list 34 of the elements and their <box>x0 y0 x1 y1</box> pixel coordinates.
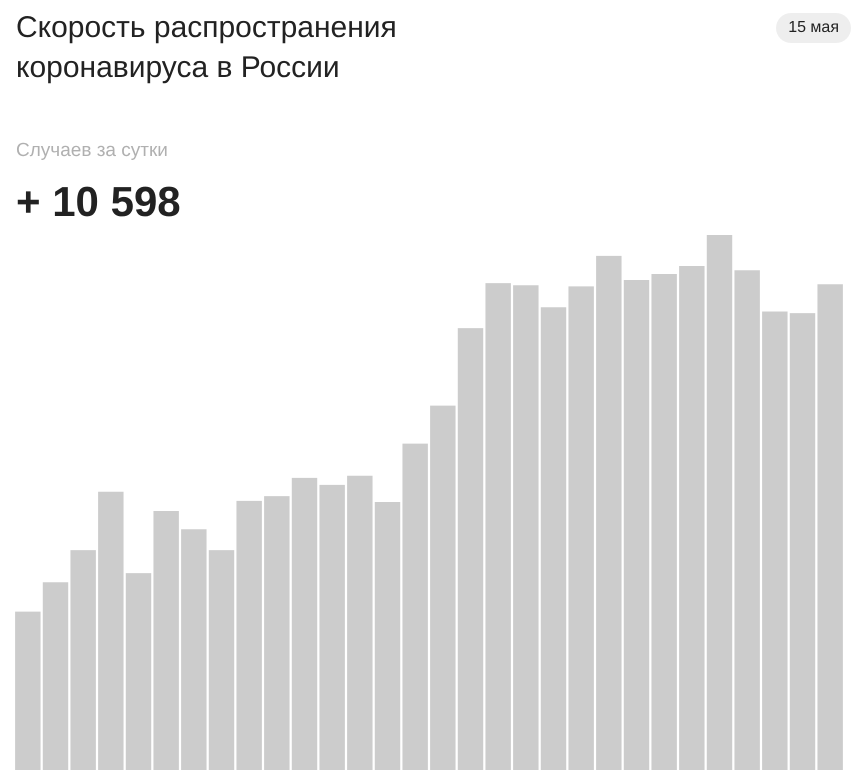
bar <box>70 550 96 770</box>
bar <box>292 478 318 770</box>
bar <box>319 484 345 770</box>
bar <box>596 256 622 770</box>
bar <box>568 286 594 770</box>
bar <box>347 476 373 770</box>
chart-title: Скорость распространения коронавируса в России <box>16 10 398 86</box>
bar <box>790 313 816 770</box>
bar <box>430 406 456 770</box>
bar <box>624 280 650 770</box>
bar <box>402 444 428 770</box>
bar <box>236 500 262 770</box>
bar <box>762 312 788 770</box>
bar <box>485 283 511 770</box>
text: + 10 598 <box>16 178 181 226</box>
bar <box>126 573 152 770</box>
bar <box>15 612 41 770</box>
bar <box>706 235 732 770</box>
bar <box>98 492 124 770</box>
bar <box>374 502 400 770</box>
bar <box>540 307 566 770</box>
bar <box>264 496 290 770</box>
bar <box>208 550 234 770</box>
text: 15 мая <box>776 13 851 43</box>
bar <box>734 270 760 770</box>
bar <box>153 511 179 770</box>
bar <box>679 266 705 770</box>
bar <box>42 582 68 770</box>
bar <box>458 328 484 770</box>
bar <box>651 274 677 770</box>
bar <box>181 529 207 770</box>
chart-subtitle: Случаев за сутки <box>16 140 168 162</box>
bar <box>513 285 539 770</box>
bar <box>817 284 843 770</box>
